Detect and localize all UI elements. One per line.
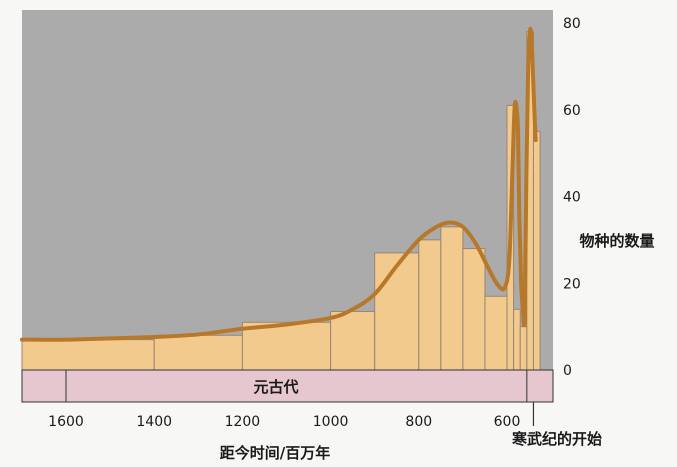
era-band-rect (21, 369, 554, 403)
x-tick-label: 600 (494, 414, 521, 430)
bar (440, 226, 464, 371)
y-tick-label: 80 (563, 16, 581, 32)
bar (153, 334, 243, 371)
era-band: 元古代 (21, 369, 554, 403)
bar (484, 295, 508, 371)
bar (513, 308, 521, 371)
cambrian-annotation: 寒武纪的开始 (512, 430, 602, 448)
y-axis-title: 物种的数量 (579, 232, 654, 250)
x-axis-title: 距今时间/百万年 (220, 444, 330, 462)
bar (462, 248, 486, 371)
x-tick-label: 1600 (48, 414, 84, 430)
x-tick-label: 800 (405, 414, 432, 430)
y-tick-label: 0 (563, 363, 572, 379)
bar (519, 326, 528, 371)
y-tick-label: 60 (563, 103, 581, 119)
bar (532, 130, 541, 371)
x-tick-label: 1200 (225, 414, 261, 430)
y-axis: 0 20 40 60 80 (563, 16, 581, 379)
bar (330, 310, 376, 371)
bar (418, 239, 442, 371)
x-axis: 1600 1400 1200 1000 800 600 (48, 414, 520, 430)
bar (21, 339, 155, 371)
y-tick-label: 40 (563, 190, 581, 206)
bars-layer (21, 31, 541, 371)
x-tick-label: 1400 (136, 414, 172, 430)
curve-layer (20, 26, 538, 342)
trend-curve (20, 26, 538, 342)
y-tick-label: 20 (563, 276, 581, 292)
bar (374, 252, 420, 371)
era-label: 元古代 (253, 378, 298, 396)
x-tick-label: 1000 (313, 414, 349, 430)
bar (241, 321, 332, 371)
